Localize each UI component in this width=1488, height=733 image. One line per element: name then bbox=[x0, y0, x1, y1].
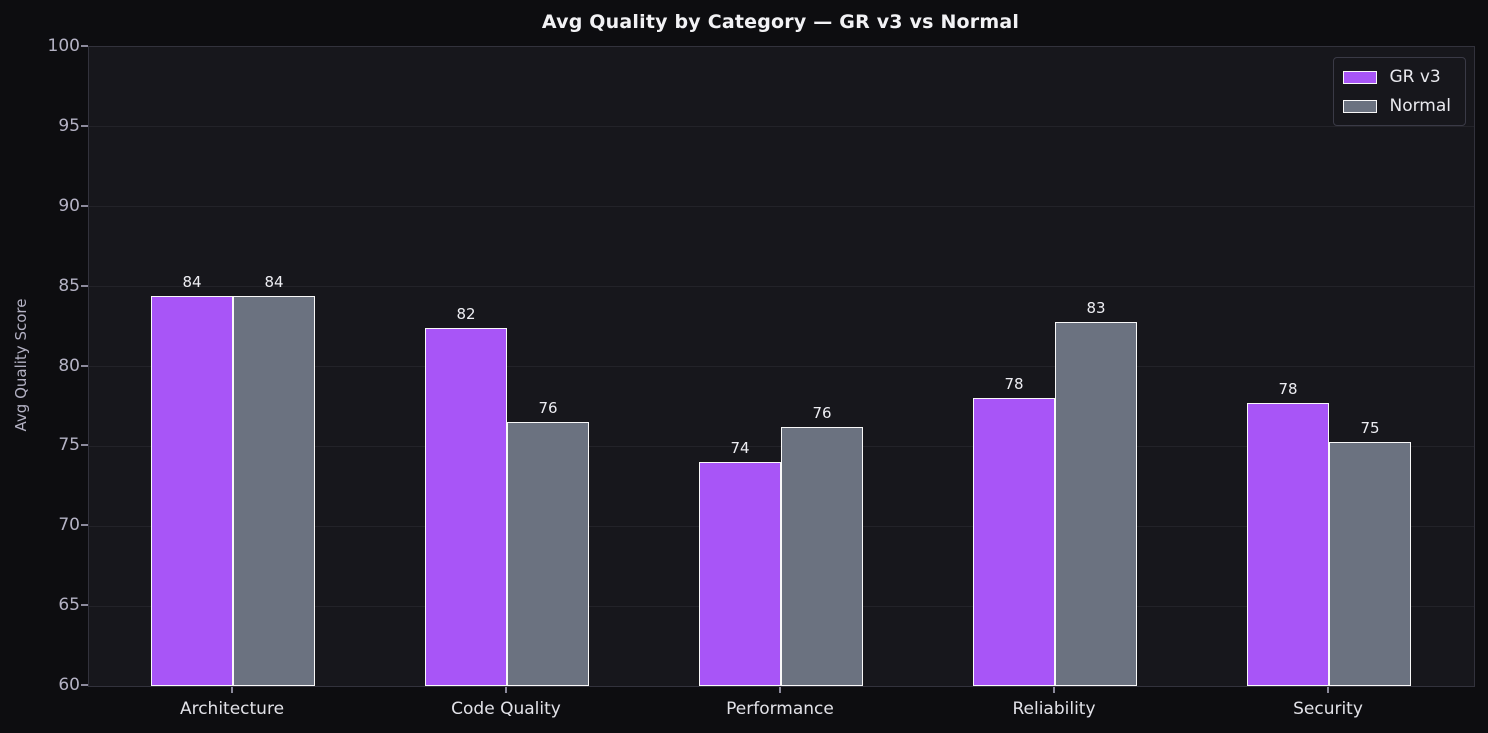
y-tick-mark bbox=[81, 45, 88, 47]
bar-gr-v3-performance bbox=[699, 462, 781, 686]
legend-row-gr-v3: GR v3 bbox=[1343, 67, 1451, 87]
x-tick-label-architecture: Architecture bbox=[179, 699, 285, 719]
legend: GR v3 Normal bbox=[1333, 57, 1466, 126]
bar-value-label: 78 bbox=[1004, 375, 1024, 394]
bar-value-label: 78 bbox=[1278, 380, 1298, 399]
bar-normal-architecture bbox=[233, 296, 315, 686]
x-tick-mark bbox=[1053, 687, 1055, 693]
bar-gr-v3-code-quality bbox=[425, 328, 507, 686]
x-tick-mark bbox=[505, 687, 507, 693]
bar-value-label: 83 bbox=[1086, 298, 1106, 317]
legend-swatch-gr-v3-icon bbox=[1343, 70, 1378, 84]
y-tick-mark bbox=[81, 524, 88, 527]
legend-label-normal: Normal bbox=[1389, 96, 1451, 116]
gridline bbox=[89, 206, 1474, 208]
legend-label-gr-v3: GR v3 bbox=[1389, 67, 1441, 87]
y-tick-label: 80 bbox=[58, 355, 80, 376]
x-tick-label-reliability: Reliability bbox=[1012, 699, 1096, 719]
y-tick-mark bbox=[81, 604, 88, 607]
chart-title: Avg Quality by Category — GR v3 vs Norma… bbox=[541, 11, 1020, 33]
bar-gr-v3-architecture bbox=[151, 296, 233, 686]
y-axis-label: Avg Quality Score bbox=[12, 298, 30, 432]
x-tick-label-performance: Performance bbox=[726, 699, 834, 719]
y-tick-label: 85 bbox=[58, 275, 80, 296]
bar-value-label: 84 bbox=[264, 273, 284, 292]
y-tick-mark bbox=[81, 364, 88, 367]
y-tick-label: 95 bbox=[58, 115, 80, 136]
bar-value-label: 75 bbox=[1360, 418, 1380, 437]
y-tick-label: 75 bbox=[58, 435, 80, 456]
x-tick-mark bbox=[779, 687, 781, 693]
gridline bbox=[89, 286, 1474, 288]
bar-normal-security bbox=[1329, 441, 1411, 686]
y-tick-mark bbox=[81, 204, 88, 207]
bar-value-label: 84 bbox=[182, 273, 202, 292]
bar-gr-v3-security bbox=[1247, 403, 1329, 686]
bar-value-label: 76 bbox=[812, 404, 832, 423]
legend-swatch-normal-icon bbox=[1343, 99, 1378, 113]
y-tick-label: 65 bbox=[58, 595, 80, 616]
y-tick-label: 100 bbox=[47, 36, 80, 56]
y-tick-mark bbox=[81, 444, 88, 447]
bar-value-label: 74 bbox=[730, 439, 750, 458]
gridline bbox=[89, 126, 1474, 128]
plot-area: 84 82 74 78 78 84 76 76 83 75 GR v3 Normal bbox=[88, 46, 1475, 687]
x-tick-label-code-quality: Code Quality bbox=[451, 699, 561, 719]
gridline bbox=[89, 366, 1474, 367]
bar-normal-code-quality bbox=[507, 422, 589, 686]
bar-normal-reliability bbox=[1055, 321, 1137, 686]
x-tick-mark bbox=[231, 687, 233, 693]
y-tick-mark bbox=[81, 124, 88, 127]
y-tick-label: 60 bbox=[58, 675, 80, 695]
y-tick-label: 70 bbox=[58, 515, 80, 536]
y-tick-mark bbox=[81, 284, 88, 287]
y-tick-label: 90 bbox=[58, 195, 80, 216]
bar-normal-performance bbox=[781, 427, 863, 686]
bar-value-label: 82 bbox=[456, 305, 476, 324]
bar-value-label: 76 bbox=[538, 399, 558, 418]
x-tick-mark bbox=[1327, 687, 1329, 693]
x-tick-label-security: Security bbox=[1293, 699, 1363, 719]
legend-row-normal: Normal bbox=[1343, 96, 1451, 116]
y-tick-mark bbox=[81, 684, 88, 686]
bar-gr-v3-reliability bbox=[973, 398, 1055, 686]
